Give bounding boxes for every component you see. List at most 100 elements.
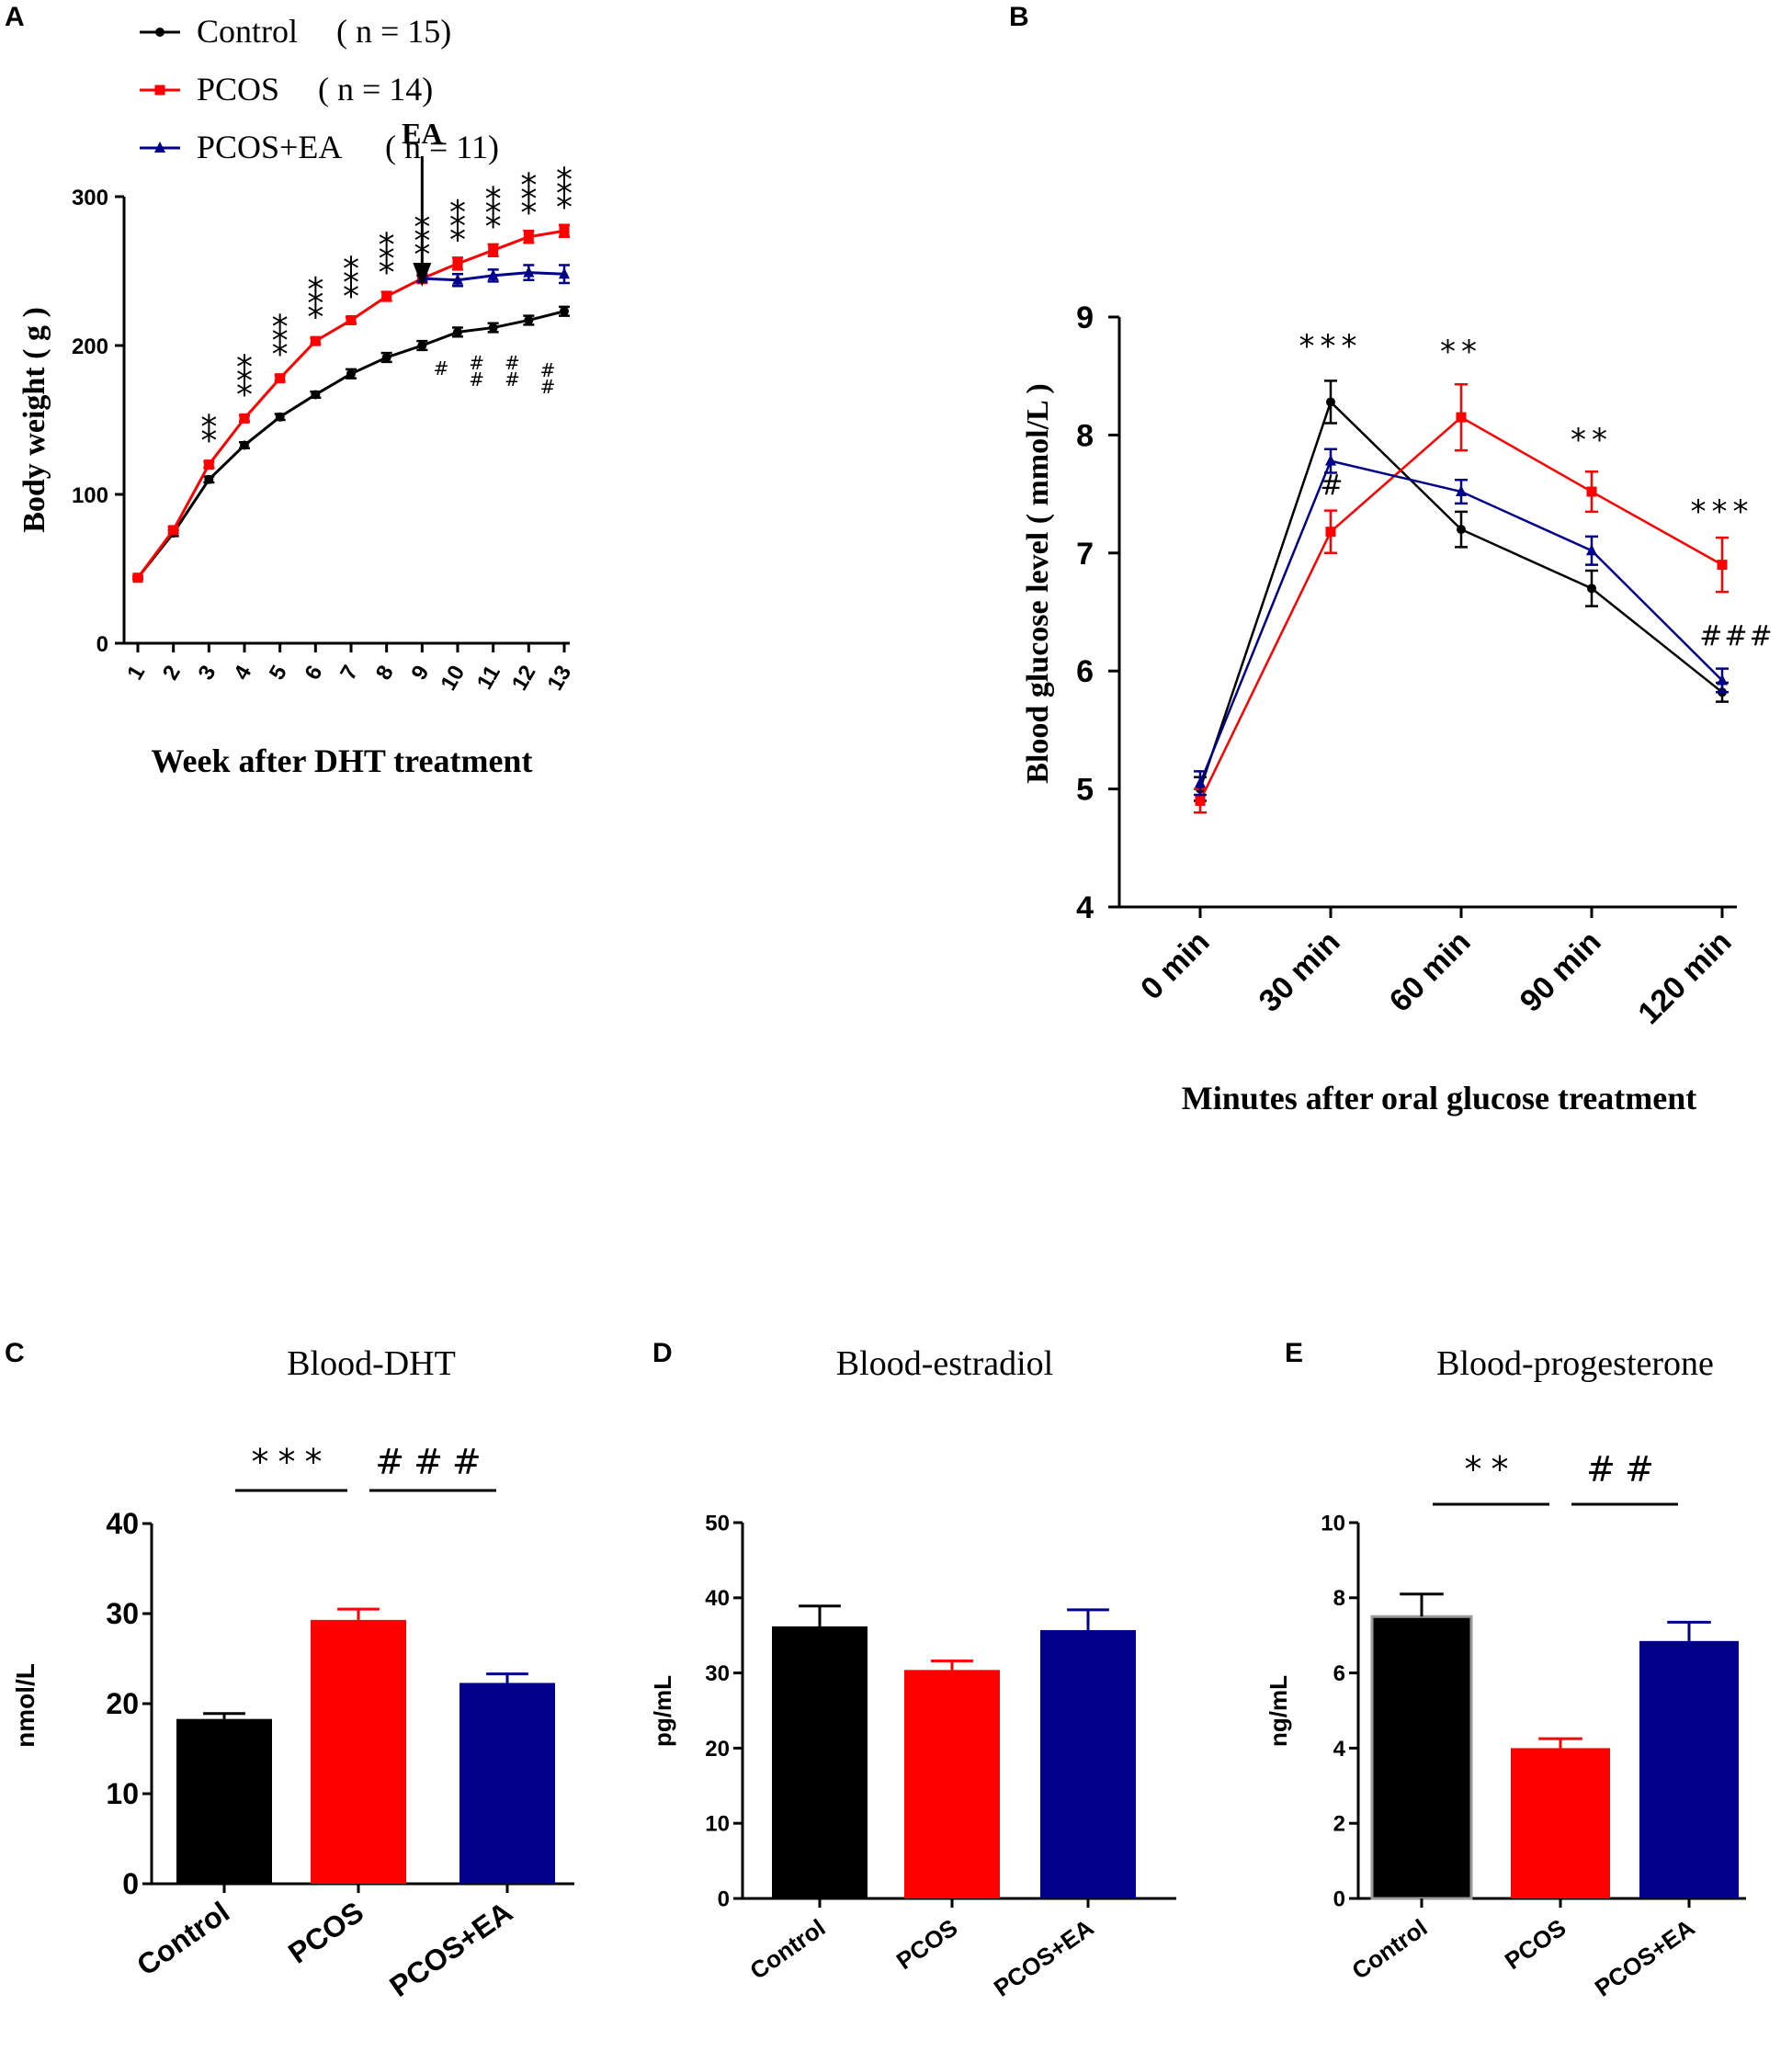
y-tick-label: 7 [1076, 537, 1094, 572]
x-tick-label: 10 [436, 662, 470, 696]
data-point [1456, 412, 1467, 423]
y-tick-label: 10 [1321, 1511, 1345, 1535]
significance-star: * [485, 194, 502, 232]
bar-pcos-ea [1040, 1629, 1136, 1898]
error-bar [931, 1660, 973, 1671]
y-tick-label: 6 [1333, 1661, 1345, 1686]
chart-title: Blood-progesterone [1436, 1344, 1714, 1383]
chart-blood-progesterone: Blood-progesterone 0 2 4 6 8 10 ng/mL Control PCO… [1265, 1344, 1746, 2002]
y-tick-label: 5 [1076, 773, 1094, 808]
chart-blood-dht: Blood-DHT 0 10 20 30 40 nmol/L Control PCOS PCOS+… [11, 1344, 574, 2003]
x-tick-label: 4 [229, 661, 256, 685]
data-point [417, 341, 427, 350]
x-tick-label: 8 [371, 662, 399, 685]
y-tick-label: 30 [705, 1661, 730, 1686]
significance-star: * [236, 376, 253, 414]
x-tick-label: PCOS [1500, 1913, 1571, 1975]
data-point [275, 412, 285, 422]
y-tick-label: 8 [1076, 418, 1094, 453]
y-tick-label: 9 [1076, 300, 1094, 335]
x-tick-label: 90 min [1514, 924, 1608, 1019]
x-tick-label: 9 [406, 662, 434, 685]
x-tick-label: 11 [472, 662, 505, 694]
legend-label: PCOS+EA [197, 129, 342, 165]
significance-hash: ### [1699, 620, 1774, 652]
x-tick-label: PCOS+EA [383, 1895, 518, 2003]
significance-star: * [200, 409, 217, 447]
y-tick-label: 30 [106, 1597, 139, 1630]
legend-marker [155, 28, 164, 37]
significance-star: * [379, 255, 395, 292]
significance-star: * [343, 264, 359, 301]
chart-blood-estradiol: Blood-estradiol 0 10 20 30 40 50 pg/mL Control PC… [649, 1344, 1176, 2002]
data-point [452, 273, 463, 285]
bar-pcos [311, 1619, 406, 1884]
data-point [1456, 485, 1467, 497]
x-tick-label: PCOS+EA [989, 1913, 1099, 2001]
significance-hash: ### [375, 1442, 491, 1482]
y-tick-label: 100 [72, 483, 108, 508]
significance-hash: # [540, 359, 556, 381]
significance-star: * [520, 195, 537, 232]
y-axis-title: Blood glucose level ( mmol/L ) [1021, 383, 1055, 783]
panel-label-c: C [5, 1338, 25, 1368]
y-tick-label: 300 [72, 186, 108, 210]
y-axis-title: nmol/L [11, 1663, 40, 1748]
x-tick-label: PCOS+EA [1590, 1913, 1700, 2001]
significance-hash: # [469, 352, 484, 374]
data-point [311, 390, 321, 400]
y-tick-label: 0 [718, 1887, 730, 1911]
y-tick-label: 4 [1333, 1737, 1346, 1762]
data-point [204, 474, 214, 484]
significance-star: * [485, 180, 502, 218]
x-axis-title: Minutes after oral glucose treatment [1182, 1080, 1697, 1116]
legend-marker [154, 142, 165, 153]
panel-label-e: E [1285, 1338, 1303, 1368]
y-tick-label: 2 [1333, 1812, 1345, 1837]
significance-hash: # [505, 368, 520, 391]
y-tick-label: 50 [705, 1511, 730, 1535]
significance-star: *** [252, 1442, 332, 1482]
data-point [559, 267, 570, 279]
error-bar [1667, 1620, 1711, 1641]
data-point [1457, 525, 1466, 535]
series-line-pcos [1198, 415, 1723, 801]
significance-star: * [307, 299, 323, 336]
data-point [240, 440, 249, 450]
bar-control [772, 1626, 868, 1898]
bar-pcos-ea [459, 1683, 555, 1884]
significance-star: * [485, 208, 502, 245]
significance-star: * [414, 236, 430, 274]
x-tick-label: 1 [122, 662, 150, 685]
significance-hash: ## [1586, 1449, 1663, 1490]
data-point [132, 572, 143, 584]
data-point [1195, 795, 1206, 806]
data-point [346, 368, 356, 379]
series-line-control [1198, 400, 1723, 789]
significance-star: * [272, 323, 289, 360]
ea-arrow-head [413, 263, 432, 287]
data-point [488, 244, 499, 255]
y-tick-label: 20 [106, 1687, 139, 1720]
data-point [203, 459, 214, 470]
significance-star: * [307, 285, 323, 323]
significance-star: * [272, 309, 289, 346]
bar-pcos-ea [1639, 1640, 1739, 1898]
y-tick-label: 20 [705, 1737, 730, 1762]
data-point [1717, 560, 1728, 571]
data-point [1195, 776, 1206, 788]
significance-star: * [343, 278, 359, 315]
significance-star: * [556, 188, 573, 226]
error-bar [337, 1607, 380, 1620]
y-tick-label: 0 [122, 1867, 139, 1900]
x-tick-label: 5 [265, 662, 292, 685]
legend-label: PCOS [197, 71, 279, 108]
data-point [523, 266, 535, 278]
x-tick-label: PCOS [891, 1913, 963, 1975]
data-point [275, 373, 286, 384]
chart-title: Blood-DHT [287, 1344, 456, 1383]
bar-control [1370, 1615, 1473, 1900]
